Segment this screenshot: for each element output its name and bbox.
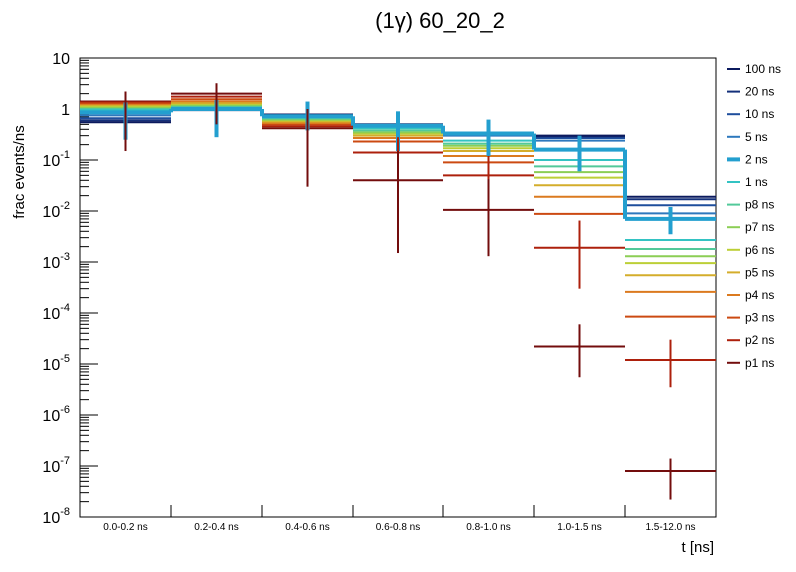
legend-label: p3 ns	[745, 311, 774, 325]
y-tick-label: 10-3	[42, 251, 70, 272]
x-tick-label: 1.5-12.0 ns	[645, 522, 695, 533]
legend-label: 5 ns	[745, 130, 768, 144]
y-tick-label: 10-5	[42, 353, 70, 374]
x-axis-title: t [ns]	[681, 539, 714, 556]
legend-label: p6 ns	[745, 243, 774, 257]
y-tick-label-exponent: -5	[60, 353, 70, 365]
y-tick-label-base: 10	[42, 153, 60, 170]
legend-item: p7 ns	[727, 220, 774, 234]
y-tick-label: 10-7	[42, 455, 70, 476]
y-tick-label-base: 10	[42, 408, 60, 425]
y-tick-label-base: 1	[61, 102, 70, 119]
x-tick-labels: 0.0-0.2 ns 0.2-0.4 ns 0.4-0.6 ns 0.6-0.8 ns…	[103, 522, 695, 533]
legend: 100 ns 20 ns 10 ns 5 ns 2 ns 1 ns p8 ns p7 ns p6…	[727, 62, 781, 370]
x-tick-label: 0.6-0.8 ns	[376, 522, 420, 533]
y-tick-label: 10	[52, 51, 70, 68]
axis-ticks	[80, 57, 626, 518]
x-tick-label: 0.0-0.2 ns	[103, 522, 147, 533]
y-tick-label-base: 10	[42, 204, 60, 221]
error-bars-p1-ns	[124, 83, 672, 500]
legend-label: p8 ns	[745, 198, 774, 212]
legend-item: 10 ns	[727, 107, 774, 121]
legend-item: 1 ns	[727, 175, 768, 189]
y-tick-label-base: 10	[42, 306, 60, 323]
y-tick-label-base: 10	[42, 357, 60, 374]
legend-label: 100 ns	[745, 62, 781, 76]
legend-item: 100 ns	[727, 62, 781, 76]
legend-label: 1 ns	[745, 175, 768, 189]
x-tick-label: 0.2-0.4 ns	[194, 522, 238, 533]
legend-item: 5 ns	[727, 130, 768, 144]
y-tick-label-base: 10	[42, 459, 60, 476]
legend-item: p3 ns	[727, 311, 774, 325]
y-tick-label-exponent: -1	[60, 149, 70, 161]
legend-item: p1 ns	[727, 356, 774, 370]
legend-label: 2 ns	[745, 152, 768, 166]
y-tick-label-exponent: -3	[60, 251, 70, 263]
legend-item: 2 ns	[727, 152, 768, 166]
x-tick-label: 0.4-0.6 ns	[285, 522, 329, 533]
y-tick-label-exponent: -8	[60, 506, 70, 518]
y-tick-label: 10-8	[42, 506, 70, 527]
plot-frame	[79, 57, 717, 518]
y-tick-label: 1	[61, 102, 70, 119]
y-axis-title: frac events/ns	[11, 125, 28, 218]
legend-label: p5 ns	[745, 265, 774, 279]
y-tick-label-base: 10	[52, 51, 70, 68]
legend-item: p6 ns	[727, 243, 774, 257]
chart-title: (1γ) 60_20_2	[375, 8, 505, 33]
y-tick-label: 10-1	[42, 149, 70, 170]
legend-label: p4 ns	[745, 288, 774, 302]
legend-item: p4 ns	[727, 288, 774, 302]
y-tick-label-exponent: -7	[60, 455, 70, 467]
legend-item: 20 ns	[727, 85, 774, 99]
x-tick-label: 1.0-1.5 ns	[557, 522, 601, 533]
y-tick-label-exponent: -4	[60, 302, 70, 314]
legend-label: p7 ns	[745, 220, 774, 234]
legend-label: p2 ns	[745, 333, 774, 347]
y-tick-label: 10-4	[42, 302, 70, 323]
plot-area	[79, 57, 717, 518]
y-tick-label: 10-2	[42, 200, 70, 221]
y-tick-label-exponent: -6	[60, 404, 70, 416]
legend-label: 20 ns	[745, 85, 774, 99]
y-tick-label-base: 10	[42, 510, 60, 527]
error-bars-layer	[123, 83, 673, 500]
series-p3-ns	[80, 98, 716, 318]
y-tick-label-exponent: -2	[60, 200, 70, 212]
y-tick-label-base: 10	[42, 255, 60, 272]
x-tick-label: 0.8-1.0 ns	[466, 522, 510, 533]
legend-item: p2 ns	[727, 333, 774, 347]
legend-item: p8 ns	[727, 198, 774, 212]
y-tick-label: 10-6	[42, 404, 70, 425]
legend-item: p5 ns	[727, 265, 774, 279]
legend-label: 10 ns	[745, 107, 774, 121]
legend-label: p1 ns	[745, 356, 774, 370]
